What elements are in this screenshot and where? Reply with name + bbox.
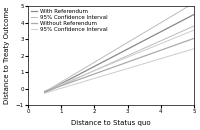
Without Referendum [43, 91, 46, 93]
Line: 95% Confidence Interval: 95% Confidence Interval [45, 3, 194, 92]
95% Confidence Interval [193, 2, 195, 4]
With Referendum [71, 77, 74, 79]
95% Confidence Interval [180, 10, 183, 11]
With Referendum [180, 20, 183, 22]
With Referendum [52, 87, 55, 88]
95% Confidence Interval [49, 88, 52, 89]
With Referendum [185, 18, 188, 19]
Line: 95% Confidence Interval: 95% Confidence Interval [45, 30, 194, 91]
95% Confidence Interval [185, 32, 188, 34]
Without Referendum [193, 38, 195, 39]
95% Confidence Interval [71, 75, 74, 76]
With Referendum [43, 92, 46, 93]
95% Confidence Interval [180, 34, 183, 36]
With Referendum [49, 88, 52, 90]
Legend: With Referendum, 95% Confidence Interval, Without Referendum, 95% Confidence Int: With Referendum, 95% Confidence Interval… [30, 8, 108, 33]
95% Confidence Interval [83, 74, 86, 76]
95% Confidence Interval [185, 6, 188, 8]
95% Confidence Interval [71, 79, 74, 80]
Y-axis label: Distance to Treaty Outcome: Distance to Treaty Outcome [4, 7, 10, 104]
Without Referendum [185, 40, 188, 42]
With Referendum [193, 14, 195, 15]
95% Confidence Interval [83, 67, 86, 69]
Line: Without Referendum: Without Referendum [45, 38, 194, 92]
Without Referendum [71, 81, 74, 83]
95% Confidence Interval [193, 29, 195, 31]
95% Confidence Interval [43, 90, 46, 92]
Line: With Referendum: With Referendum [45, 14, 194, 92]
Without Referendum [52, 88, 55, 89]
95% Confidence Interval [49, 88, 52, 89]
95% Confidence Interval [52, 86, 55, 88]
95% Confidence Interval [52, 86, 55, 87]
With Referendum [83, 71, 86, 72]
Without Referendum [49, 89, 52, 90]
Without Referendum [180, 42, 183, 44]
Without Referendum [83, 77, 86, 78]
X-axis label: Distance to Status quo: Distance to Status quo [71, 120, 151, 126]
95% Confidence Interval [43, 91, 46, 93]
